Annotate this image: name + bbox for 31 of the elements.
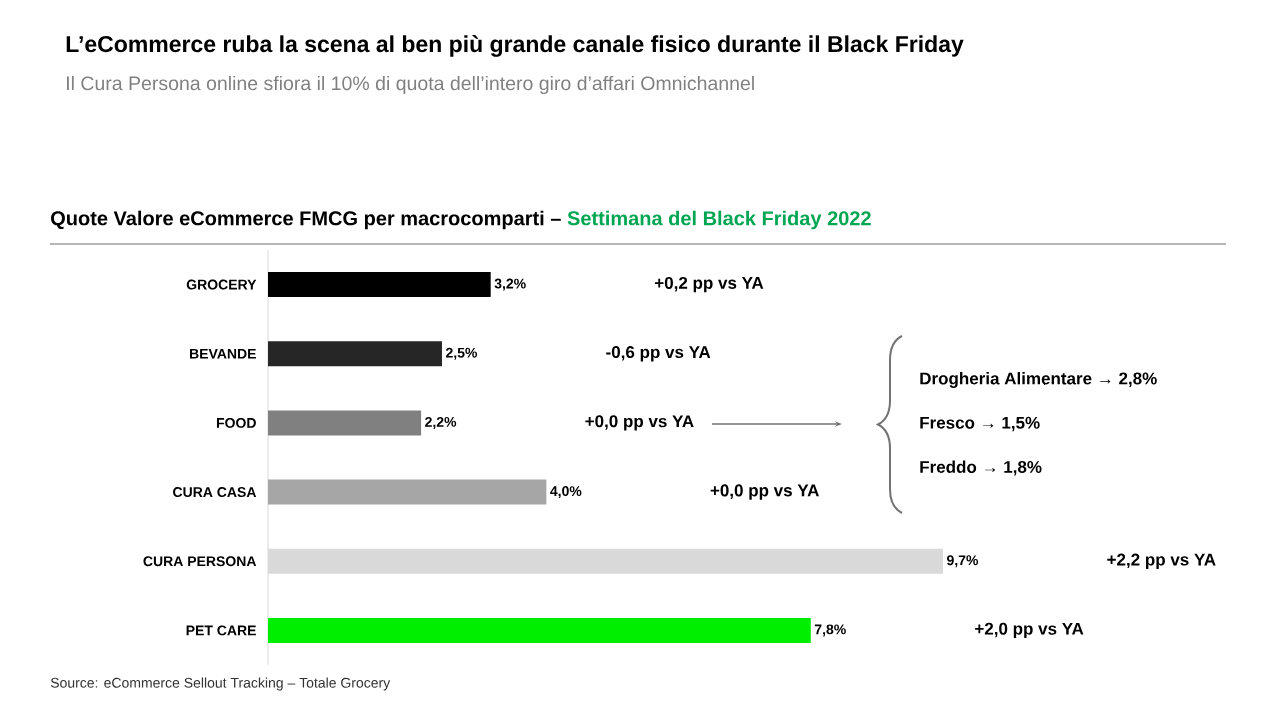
annotation: Fresco → 1,5% bbox=[920, 416, 1040, 432]
text: +2,0 pp vs YA bbox=[975, 622, 1084, 639]
source-note: Source: eCommerce Sellout Tracking – Totale Grocery bbox=[50, 677, 391, 691]
chart-subtitle: Il Cura Persona online sfiora il 10% di quota dell’intero giro d’affari Omnichannel bbox=[67, 75, 754, 95]
bar bbox=[268, 341, 442, 367]
annotation: +0,2 pp vs YA bbox=[654, 276, 764, 293]
bar bbox=[268, 410, 422, 436]
bar bbox=[268, 479, 547, 505]
text: Quote Valore eCommerce FMCG per macrocomparti – bbox=[51, 210, 561, 230]
y-tick-label: BEVANDE bbox=[190, 348, 256, 359]
y-tick-label: PET CARE bbox=[186, 625, 256, 636]
y-tick-label: FOOD bbox=[216, 417, 256, 428]
annotation: Freddo → 1,8% bbox=[920, 460, 1042, 476]
text: Settimana del Black Friday 2022 bbox=[567, 210, 871, 230]
y-tick-label: GROCERY bbox=[186, 279, 257, 290]
text: +2,2 pp vs YA bbox=[1107, 553, 1216, 569]
bar bbox=[268, 272, 491, 298]
data-label: 2,2% bbox=[425, 416, 457, 429]
annotation: +0,0 pp vs YA bbox=[585, 415, 694, 431]
annotation: +0,0 pp vs YA bbox=[710, 484, 819, 500]
annotation: Drogheria Alimentare → 2,8% bbox=[920, 372, 1157, 388]
bar bbox=[268, 617, 811, 643]
y-tick-label: CURA PERSONA bbox=[143, 556, 257, 567]
data-label: 4,0% bbox=[550, 486, 582, 499]
chart-title: L’eCommerce ruba la scena al ben più grande canale fisico durante il Black Friday bbox=[66, 35, 964, 57]
annotation: -0,6 pp vs YA bbox=[606, 346, 711, 362]
data-label: 3,2% bbox=[494, 278, 526, 291]
data-label: 7,8% bbox=[814, 624, 846, 637]
data-label: 9,7% bbox=[947, 555, 979, 568]
data-label: 2,5% bbox=[446, 347, 478, 360]
y-tick-label: CURA CASA bbox=[173, 487, 257, 498]
